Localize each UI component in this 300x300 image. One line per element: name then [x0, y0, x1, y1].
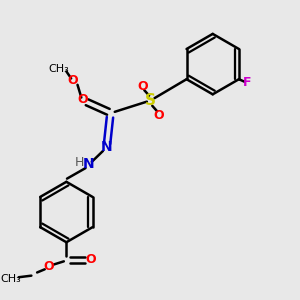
Text: O: O	[85, 253, 96, 266]
Text: O: O	[77, 93, 88, 106]
Text: CH₃: CH₃	[0, 274, 21, 284]
Text: N: N	[83, 157, 94, 171]
Text: CH₃: CH₃	[48, 64, 69, 74]
Text: O: O	[44, 260, 54, 273]
Text: H: H	[74, 156, 84, 169]
Text: O: O	[137, 80, 148, 93]
Text: N: N	[100, 140, 112, 154]
Text: F: F	[243, 76, 251, 89]
Text: O: O	[153, 109, 164, 122]
Text: O: O	[68, 74, 78, 86]
Text: S: S	[145, 93, 156, 108]
